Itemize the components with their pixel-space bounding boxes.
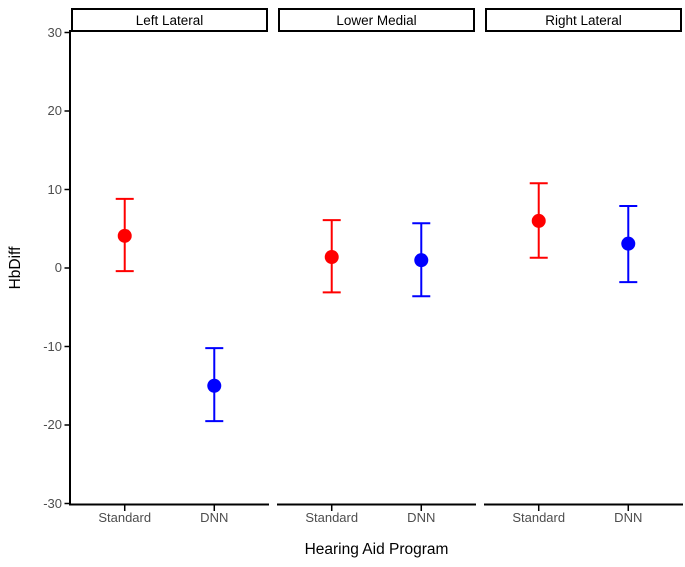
point-dnn: [414, 253, 429, 268]
facet-strip-left-lateral: Left Lateral: [71, 8, 268, 32]
x-axis-title: Hearing Aid Program: [304, 541, 449, 558]
facet-label-right-lateral: Right Lateral: [545, 12, 622, 28]
x-tick-label-dnn-1: DNN: [200, 510, 229, 525]
y-tick-label-neg10: -10: [43, 338, 62, 354]
x-tick-label-standard-1: Standard: [98, 510, 152, 525]
y-tick-label-neg20: -20: [43, 417, 62, 432]
facet-strip-lower-medial: Lower Medial: [278, 8, 475, 32]
x-tick-label-standard-2: Standard: [305, 510, 359, 525]
y-tick-label-30: 30: [47, 24, 62, 40]
x-tick-label-dnn-2: DNN: [407, 510, 436, 525]
point-dnn: [207, 378, 222, 393]
facet-label-left-lateral: Left Lateral: [135, 12, 204, 28]
y-tick-label-20: 20: [47, 103, 62, 118]
y-tick-label-0: 0: [54, 260, 62, 275]
point-standard: [324, 250, 339, 265]
facet-strip-right-lateral: Right Lateral: [485, 8, 682, 32]
point-standard: [117, 228, 132, 243]
y-axis-title: HbDiff: [7, 246, 24, 290]
x-tick-label-standard-3: Standard: [512, 510, 566, 525]
point-standard: [531, 213, 546, 228]
facet-label-lower-medial: Lower Medial: [336, 12, 417, 28]
y-tick-label-neg30: -30: [43, 495, 62, 511]
point-dnn: [621, 236, 636, 251]
y-tick-label-10: 10: [47, 181, 62, 197]
x-tick-label-dnn-3: DNN: [614, 510, 643, 525]
